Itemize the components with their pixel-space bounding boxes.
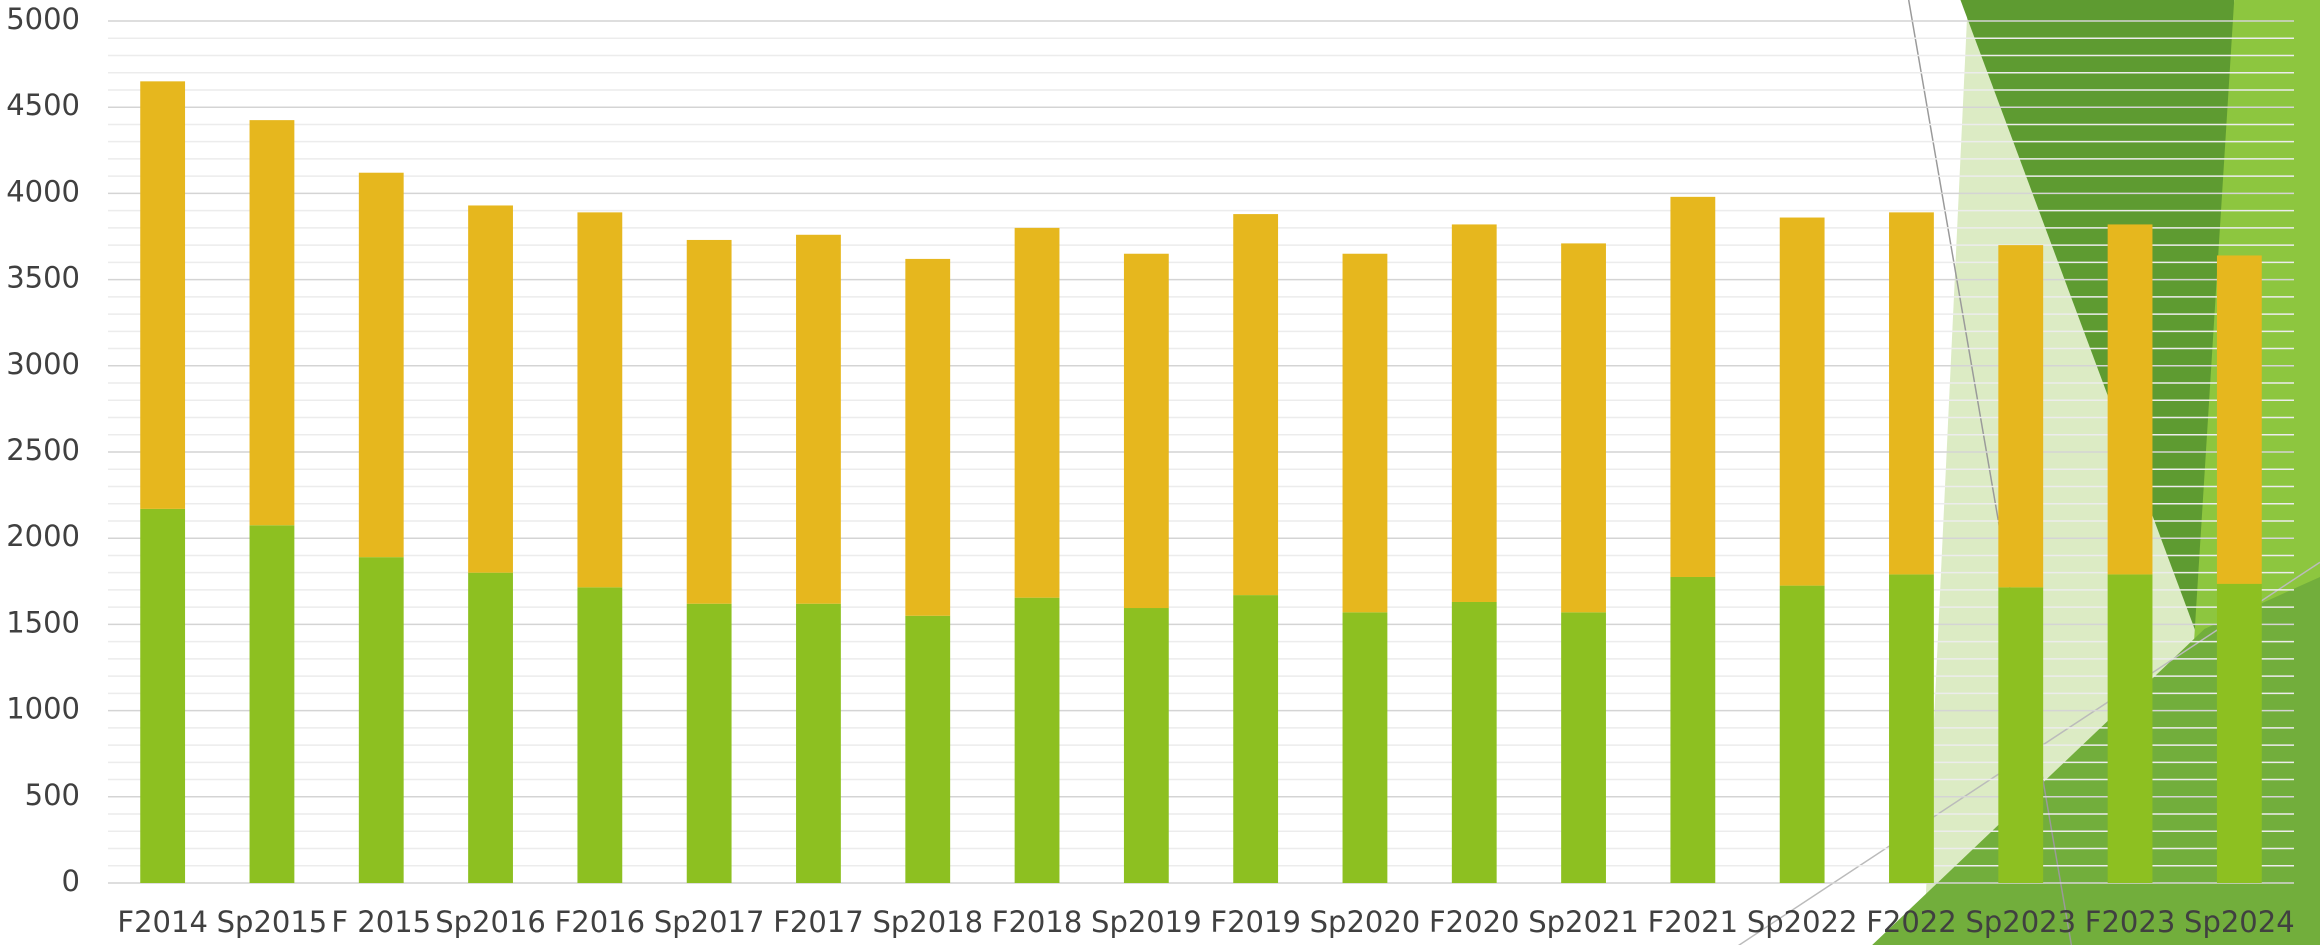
bar-segment (2107, 224, 2153, 575)
bar-segment (1779, 217, 1825, 586)
x-tick-label: Sp2024 (2184, 905, 2295, 939)
bar-segment (2107, 574, 2153, 883)
bar-segment (249, 525, 295, 883)
x-tick-label: F2016 (555, 905, 645, 939)
bar-segment (468, 572, 513, 883)
x-tick-label: F2017 (773, 905, 863, 939)
bar-segment (796, 234, 841, 604)
bar-segment (2216, 583, 2262, 883)
x-tick-label: F2023 (2085, 905, 2175, 939)
y-tick-label: 5000 (6, 2, 80, 36)
bar-segment (1889, 212, 1934, 575)
x-tick-label: F2020 (1429, 905, 1519, 939)
x-tick-label: Sp2017 (654, 905, 765, 939)
x-tick-label: F2019 (1210, 905, 1300, 939)
bar-segment (1123, 608, 1169, 883)
bar-segment (1342, 253, 1388, 613)
y-tick-label: 4000 (6, 174, 80, 208)
x-tick-label: F2018 (992, 905, 1082, 939)
bar-segment (1342, 612, 1388, 883)
bar-segment (358, 172, 404, 558)
x-tick-label: Sp2023 (1965, 905, 2076, 939)
bar-segment (2216, 255, 2262, 584)
bar-segment (1670, 196, 1716, 577)
bar-segment (1233, 214, 1279, 596)
bar-segment (1998, 587, 2044, 883)
bar-segment (1014, 227, 1060, 598)
bar-segment (577, 212, 623, 588)
bar-segment (1670, 576, 1716, 883)
x-tick-label: Sp2019 (1091, 905, 1202, 939)
x-tick-label: Sp2018 (872, 905, 983, 939)
bar-segment (140, 81, 186, 509)
decor-mid (1872, 577, 2320, 945)
y-tick-label: 3000 (6, 347, 80, 381)
bar-segment (905, 615, 951, 883)
bar-segment (796, 603, 841, 883)
x-tick-label: F2014 (117, 905, 207, 939)
y-tick-label: 1000 (6, 692, 80, 726)
bar-segment (140, 508, 186, 883)
y-tick-label: 1500 (6, 605, 80, 639)
bar-segment (577, 587, 623, 883)
bar-segment (358, 557, 404, 883)
y-tick-label: 500 (25, 778, 80, 812)
bar-segment (1561, 612, 1606, 883)
x-tick-label: F2022 (1866, 905, 1956, 939)
bar-segment (1451, 224, 1497, 602)
bar-segment (1014, 597, 1060, 883)
bar-segment (686, 603, 732, 883)
x-tick-label: Sp2021 (1528, 905, 1639, 939)
x-tick-label: Sp2020 (1310, 905, 1421, 939)
bar-segment (1233, 595, 1279, 883)
x-tick-label: Sp2022 (1747, 905, 1858, 939)
y-tick-label: 3500 (6, 261, 80, 295)
x-tick-label: F 2015 (331, 905, 431, 939)
x-tick-label: Sp2016 (435, 905, 546, 939)
y-tick-label: 4500 (6, 88, 80, 122)
bar-segment (1123, 253, 1169, 609)
bar-segment (468, 205, 513, 573)
decor-line (1907, 0, 2073, 945)
bar-segment (905, 258, 951, 616)
y-tick-label: 0 (62, 864, 80, 898)
y-tick-label: 2000 (6, 519, 80, 553)
bar-segment (249, 120, 295, 526)
y-tick-label: 2500 (6, 433, 80, 467)
x-tick-label: F2021 (1648, 905, 1738, 939)
x-tick-label: Sp2015 (217, 905, 328, 939)
bar-segment (1451, 601, 1497, 883)
bar-segment (1889, 574, 1934, 883)
bar-segment (1998, 245, 2044, 588)
bar-segment (1779, 585, 1825, 883)
bar-segment (1561, 243, 1606, 613)
bar-segment (686, 239, 732, 604)
